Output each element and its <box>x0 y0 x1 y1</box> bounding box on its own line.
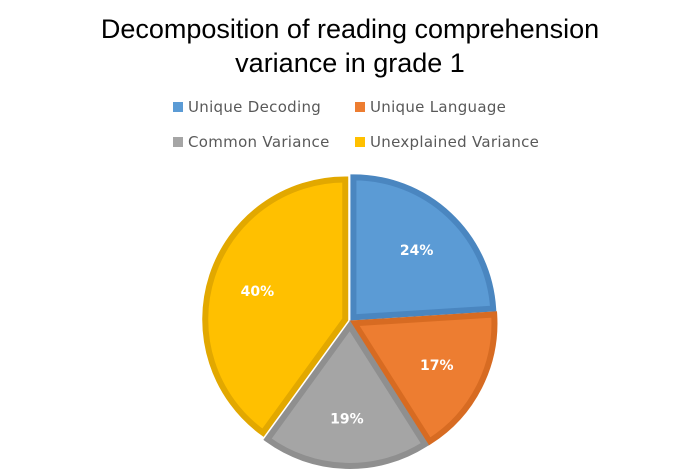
pie-slice-unique-decoding <box>350 174 497 321</box>
pie-label-unexplained-variance: 40% <box>241 284 275 300</box>
pie-slice-common-variance <box>263 320 430 469</box>
chart-title: Decomposition of reading comprehension v… <box>100 14 600 78</box>
pie-label-unique-decoding: 24% <box>400 243 434 259</box>
pie-slice-unique-language <box>349 311 498 446</box>
pie-label-unique-language: 17% <box>420 358 454 374</box>
pie-label-common-variance: 19% <box>330 411 364 427</box>
pie-slice-unexplained-variance <box>202 176 349 437</box>
